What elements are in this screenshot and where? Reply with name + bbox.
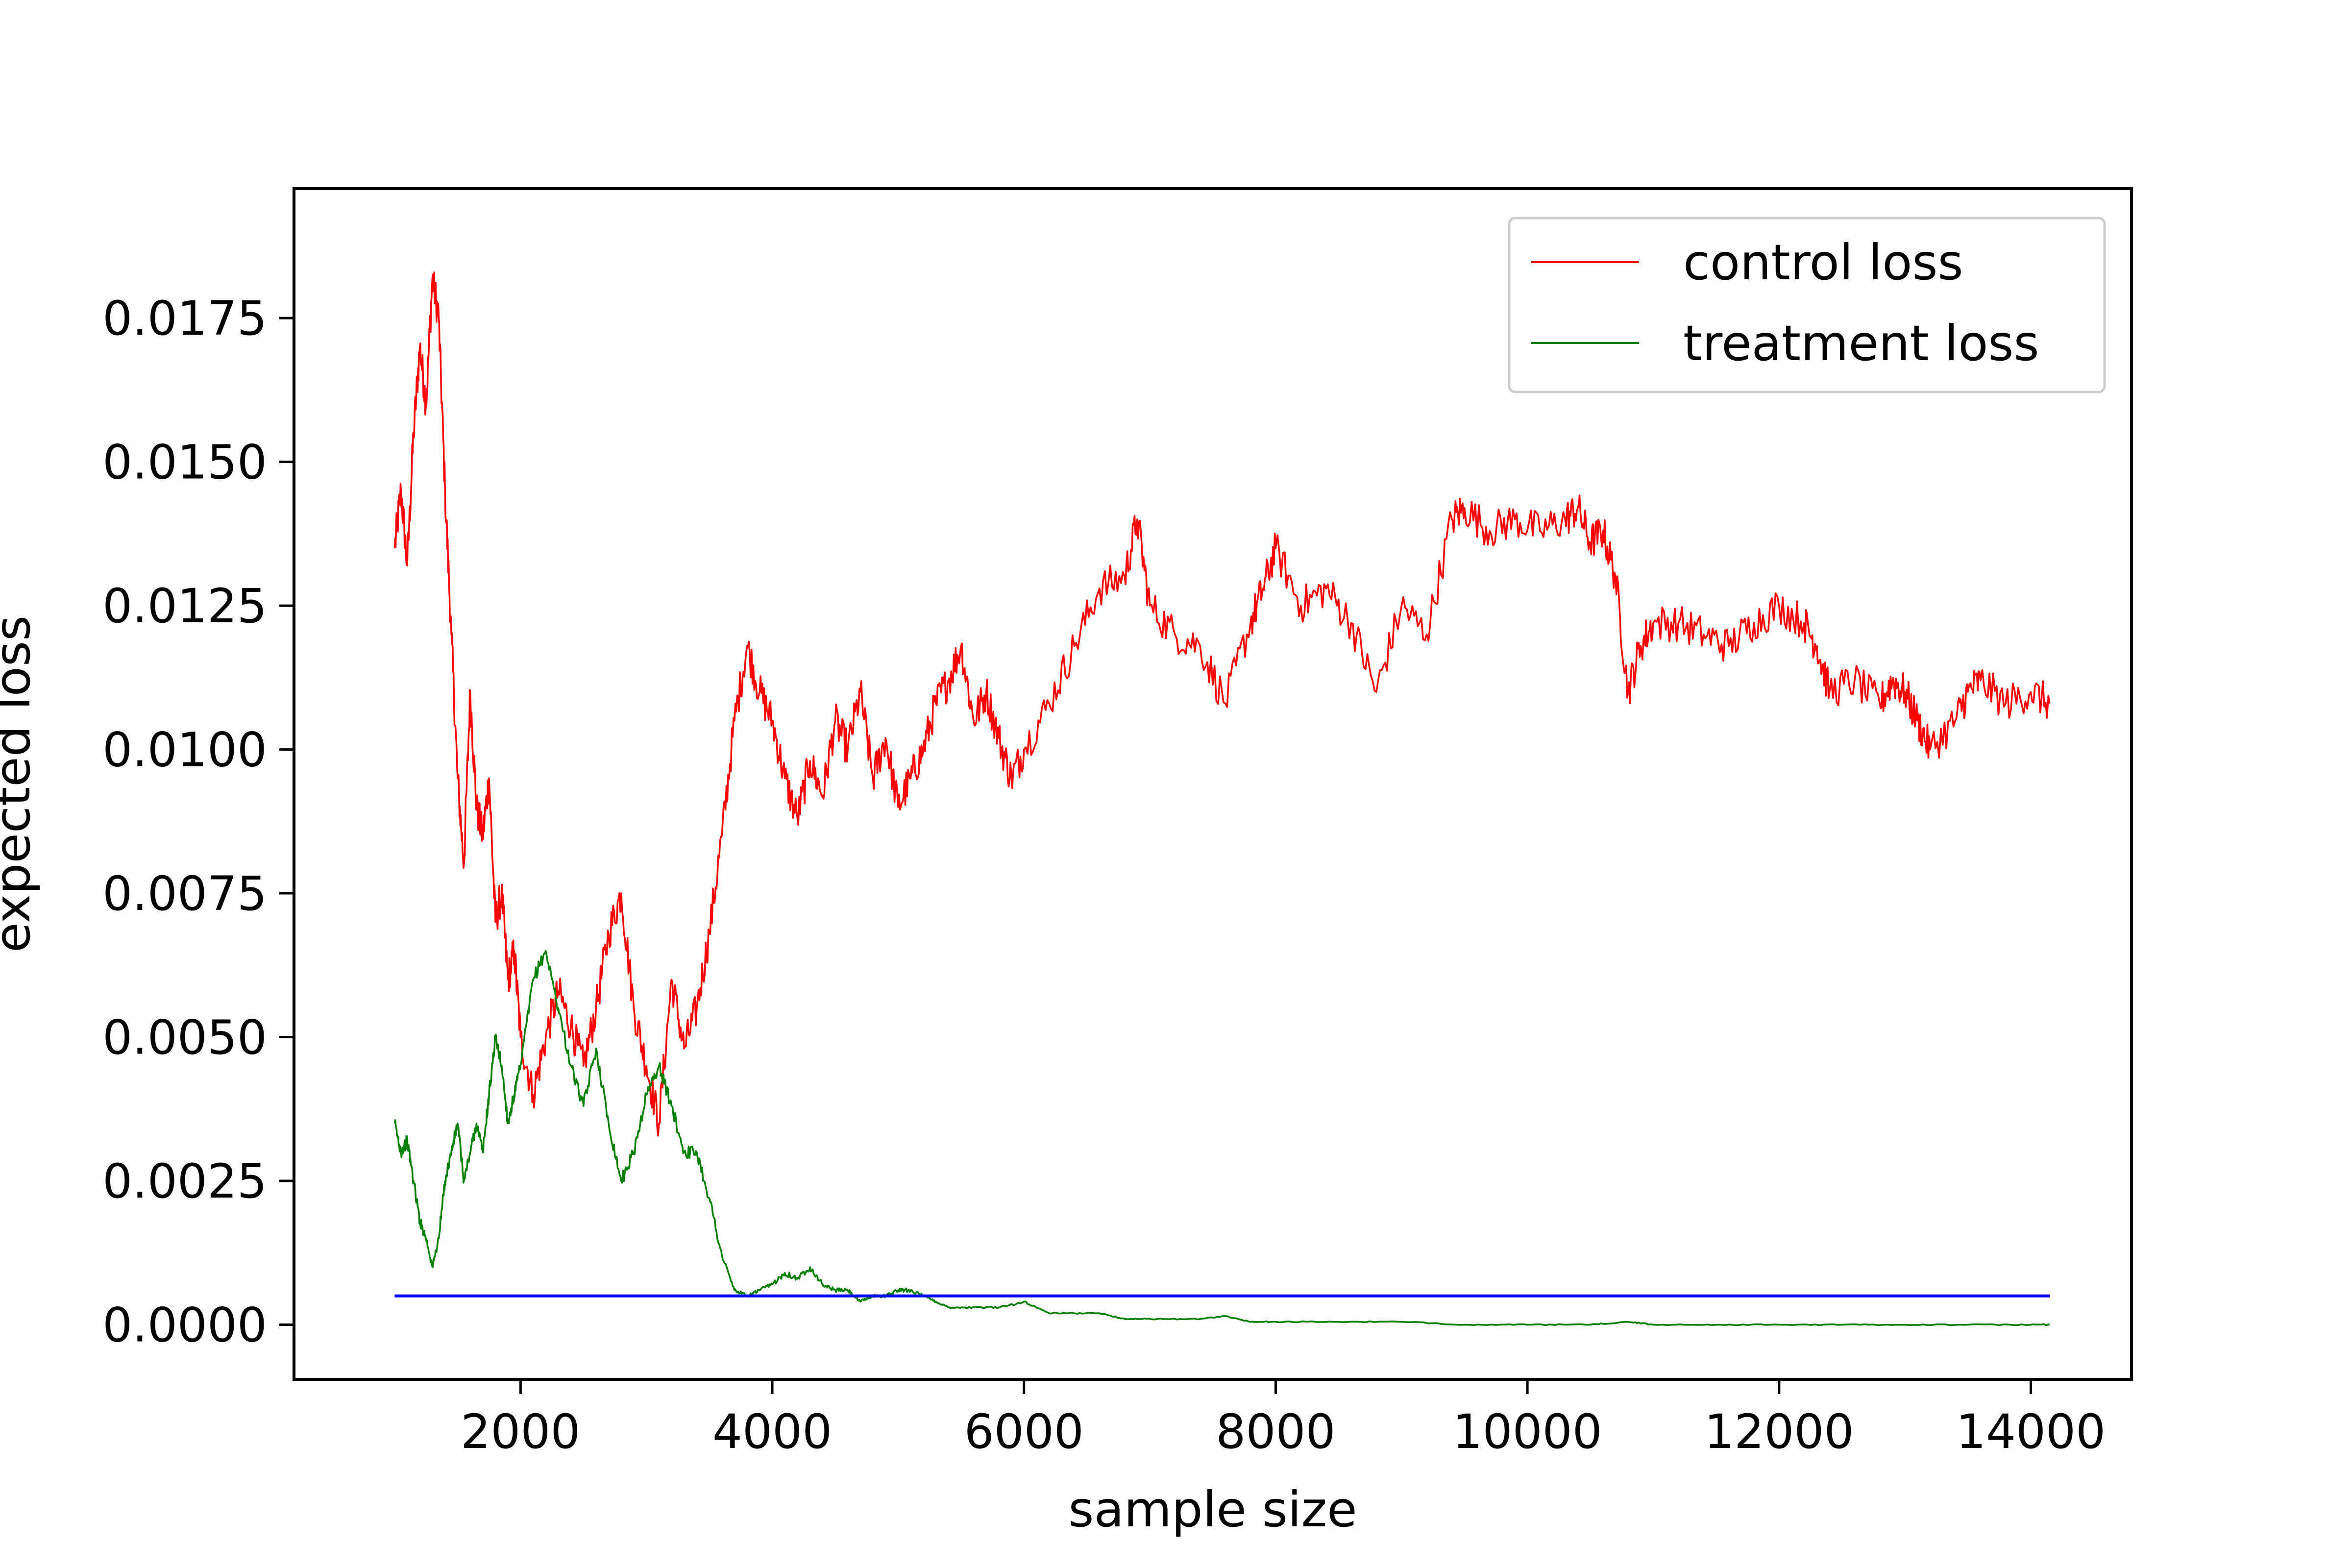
y-tick-label: 0.0175: [102, 291, 267, 346]
y-tick-label: 0.0075: [102, 866, 267, 921]
y-tick-label: 0.0150: [102, 435, 267, 490]
x-axis: 2000 4000 6000 8000 10000 12000 14000: [461, 1379, 2106, 1459]
y-tick-label: 0.0050: [102, 1010, 267, 1065]
y-tick-label: 0.0100: [102, 723, 267, 778]
x-tick-label: 14000: [1956, 1404, 2106, 1459]
series-line-control-loss: [393, 271, 2051, 1137]
x-tick-label: 2000: [461, 1404, 580, 1459]
y-axis: 0.0000 0.0025 0.0050 0.0075 0.0100 0.0125 0.01…: [102, 291, 294, 1352]
x-tick-label: 6000: [964, 1404, 1084, 1459]
y-tick-label: 0.0025: [102, 1154, 267, 1209]
x-tick-label: 10000: [1452, 1404, 1602, 1459]
y-axis-label: expected loss: [0, 615, 41, 953]
x-tick-label: 8000: [1216, 1404, 1335, 1459]
y-tick-label: 0.0125: [102, 579, 267, 634]
x-axis-label: sample size: [1068, 1481, 1357, 1538]
series-line-treatment-loss: [393, 950, 2050, 1326]
series-layer: [393, 271, 2051, 1326]
legend-label: control loss: [1683, 234, 1963, 291]
x-tick-label: 4000: [712, 1404, 832, 1459]
legend: control loss treatment loss: [1508, 217, 2106, 393]
legend-label: treatment loss: [1683, 315, 2039, 372]
axes-frame: [293, 187, 2133, 1381]
legend-frame: [1508, 217, 2106, 393]
y-tick-label: 0.0000: [102, 1298, 267, 1352]
x-tick-label: 12000: [1704, 1404, 1854, 1459]
